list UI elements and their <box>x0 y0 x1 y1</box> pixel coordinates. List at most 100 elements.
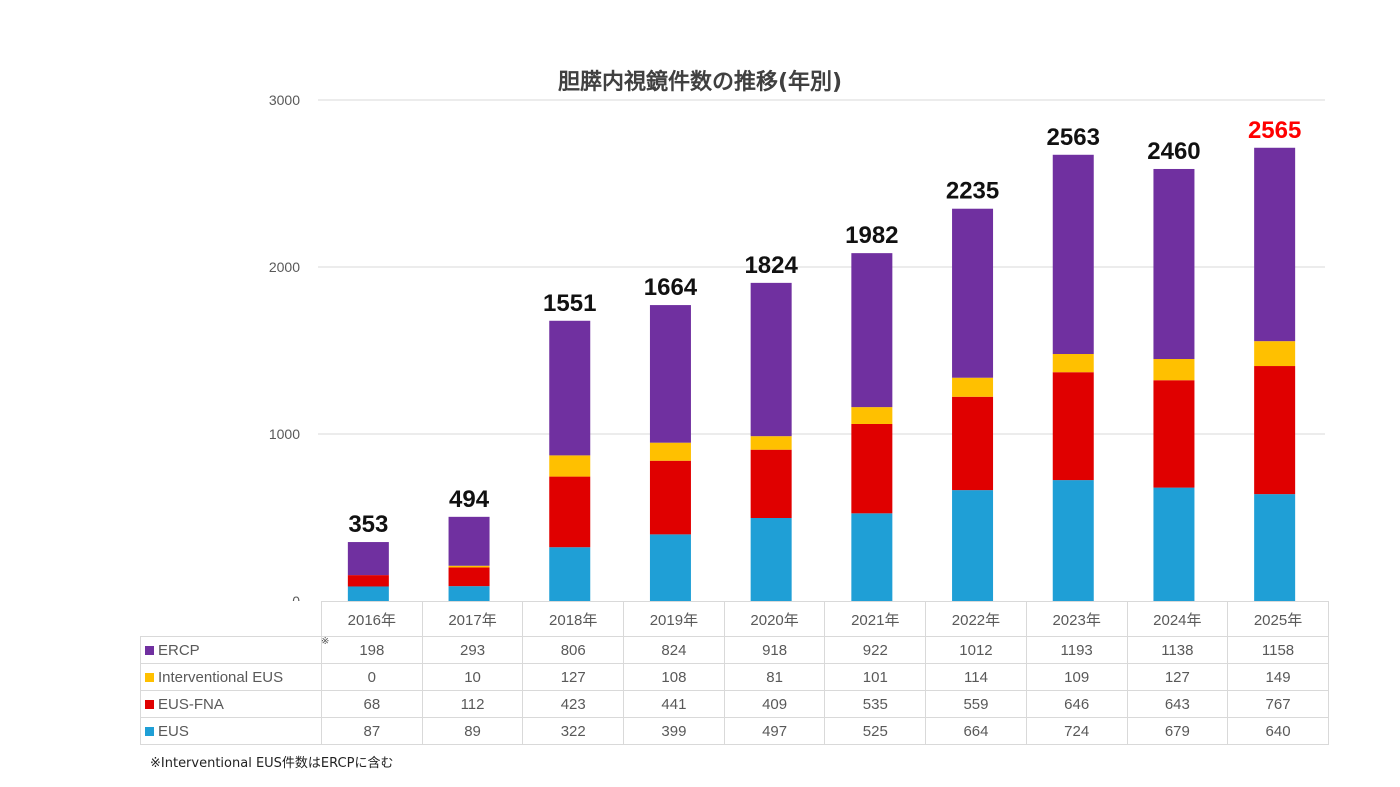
table-cell: 1193 <box>1025 636 1128 664</box>
footnote-marker: ※ <box>321 636 330 647</box>
table-cell: 109 <box>1025 663 1128 691</box>
y-tick-label: 0 <box>292 593 300 601</box>
table-cell: 10 <box>421 663 524 691</box>
total-label: 1982 <box>845 222 898 249</box>
table-cell: 87 <box>321 717 423 745</box>
table-cell: 1138 <box>1126 636 1229 664</box>
table-header-year: 2021年 <box>824 601 927 637</box>
table-cell: 824 <box>623 636 725 664</box>
bar-segment-ercp <box>347 542 389 576</box>
table-cell: 127 <box>522 663 625 691</box>
series-name: EUS <box>158 722 189 740</box>
table-cell: 535 <box>824 690 927 718</box>
series-name: EUS-FNA <box>158 695 224 713</box>
bar-segment-ercp <box>649 305 691 443</box>
total-label: 2565 <box>1248 117 1301 144</box>
table-cell: 441 <box>623 690 725 718</box>
bar-segment-ercp <box>750 282 792 437</box>
stacked-bar-chart: 0 1000 2000 3000 353 494 1551 1664 1824 1982 2235 2… <box>269 92 1325 601</box>
table-cell: 322 <box>522 717 625 745</box>
bar-segment-eus <box>952 490 994 601</box>
table-cell: 767 <box>1227 690 1329 718</box>
total-label: 1664 <box>644 274 698 301</box>
bar-segment-eus-fna <box>1153 380 1195 488</box>
bar-segment-ercp <box>1153 168 1195 360</box>
total-label: 2460 <box>1147 138 1200 165</box>
table-cell: 81 <box>723 663 826 691</box>
bar-segment-interventional-eus <box>750 436 792 450</box>
table-cell: 1158 <box>1227 636 1329 664</box>
table-cell: 409 <box>723 690 826 718</box>
table-cell: 918 <box>723 636 826 664</box>
table-row: EUS-FNA 68 112 423 441 409 535 559 646 643 767 <box>140 690 1329 718</box>
table-cell: 423 <box>522 690 625 718</box>
legend-entry: Interventional EUS <box>140 663 322 691</box>
y-tick-label: 1000 <box>269 426 300 442</box>
table-cell: 0 <box>321 663 423 691</box>
bar-segment-ercp <box>1052 154 1094 355</box>
table-cell: 127 <box>1126 663 1229 691</box>
total-label: 1824 <box>744 252 798 279</box>
table-cell: 559 <box>925 690 1027 718</box>
table-header-year: 2018年 <box>522 601 625 637</box>
bar-segment-eus-fna <box>750 449 792 519</box>
data-table: 2016年 2017年 2018年 2019年 2020年 2021年 2022年 2023年… <box>140 601 1329 745</box>
bar-segment-ercp <box>549 320 591 456</box>
table-cell: 1012 <box>925 636 1027 664</box>
legend-swatch-icon <box>145 726 154 736</box>
table-cell: 293 <box>421 636 524 664</box>
table-cell: 198 <box>321 636 423 664</box>
legend-entry: EUS <box>140 717 322 745</box>
table-cell: 101 <box>824 663 927 691</box>
footnote: ※Interventional EUS件数はERCPに含む <box>150 756 394 771</box>
series-name: ERCP <box>158 641 200 659</box>
bar-segment-eus <box>649 534 691 601</box>
table-cell: 806 <box>522 636 625 664</box>
y-tick-label: 3000 <box>269 92 300 108</box>
table-header-year: 2023年 <box>1025 601 1128 637</box>
bar-segment-interventional-eus <box>1254 341 1296 367</box>
bar-segment-eus <box>347 586 389 601</box>
bar-segment-eus-fna <box>549 476 591 548</box>
table-cell: 640 <box>1227 717 1329 745</box>
legend-entry: EUS-FNA <box>140 690 322 718</box>
bar-segment-interventional-eus <box>649 442 691 461</box>
table-cell: 525 <box>824 717 927 745</box>
bar-segment-eus-fna <box>347 575 389 587</box>
legend-swatch-icon <box>145 645 154 655</box>
table-cell: 664 <box>925 717 1027 745</box>
bar-segment-eus-fna <box>851 423 893 514</box>
bar-segment-interventional-eus <box>1052 354 1094 373</box>
table-cell: 497 <box>723 717 826 745</box>
total-label: 353 <box>348 511 388 538</box>
table-cell: 68 <box>321 690 423 718</box>
bar-segment-interventional-eus <box>448 565 490 568</box>
bar-segment-eus <box>448 586 490 601</box>
table-header-year: 2022年 <box>925 601 1027 637</box>
table-header-year: 2019年 <box>623 601 725 637</box>
bar-segment-eus <box>1153 487 1195 601</box>
bar-segment-ercp <box>1254 147 1296 342</box>
table-cell: 108 <box>623 663 725 691</box>
table-row: Interventional EUS 0 10 127 108 81 101 114 109 12… <box>140 663 1329 691</box>
bar-segment-interventional-eus <box>549 455 591 477</box>
bar-segment-eus <box>851 513 893 601</box>
bar-segment-ercp <box>952 208 994 378</box>
bar-segment-interventional-eus <box>851 407 893 424</box>
table-cell: 679 <box>1126 717 1229 745</box>
bar-segment-eus-fna <box>448 567 490 587</box>
table-cell: 399 <box>623 717 725 745</box>
table-header-year: 2016年 <box>321 601 423 637</box>
table-cell: 724 <box>1025 717 1128 745</box>
table-cell: 922 <box>824 636 927 664</box>
bar-segment-eus-fna <box>1254 366 1296 495</box>
total-label: 494 <box>449 486 490 513</box>
bar-segment-eus <box>750 518 792 601</box>
chart-title: 胆膵内視鏡件数の推移(年別) <box>557 70 843 95</box>
total-label: 2235 <box>946 178 999 205</box>
bar-segment-eus <box>549 547 591 601</box>
series-name: Interventional EUS <box>158 668 284 686</box>
y-tick-label: 2000 <box>269 259 300 275</box>
table-header-year: 2017年 <box>421 601 524 637</box>
bar-segment-ercp <box>851 253 893 408</box>
